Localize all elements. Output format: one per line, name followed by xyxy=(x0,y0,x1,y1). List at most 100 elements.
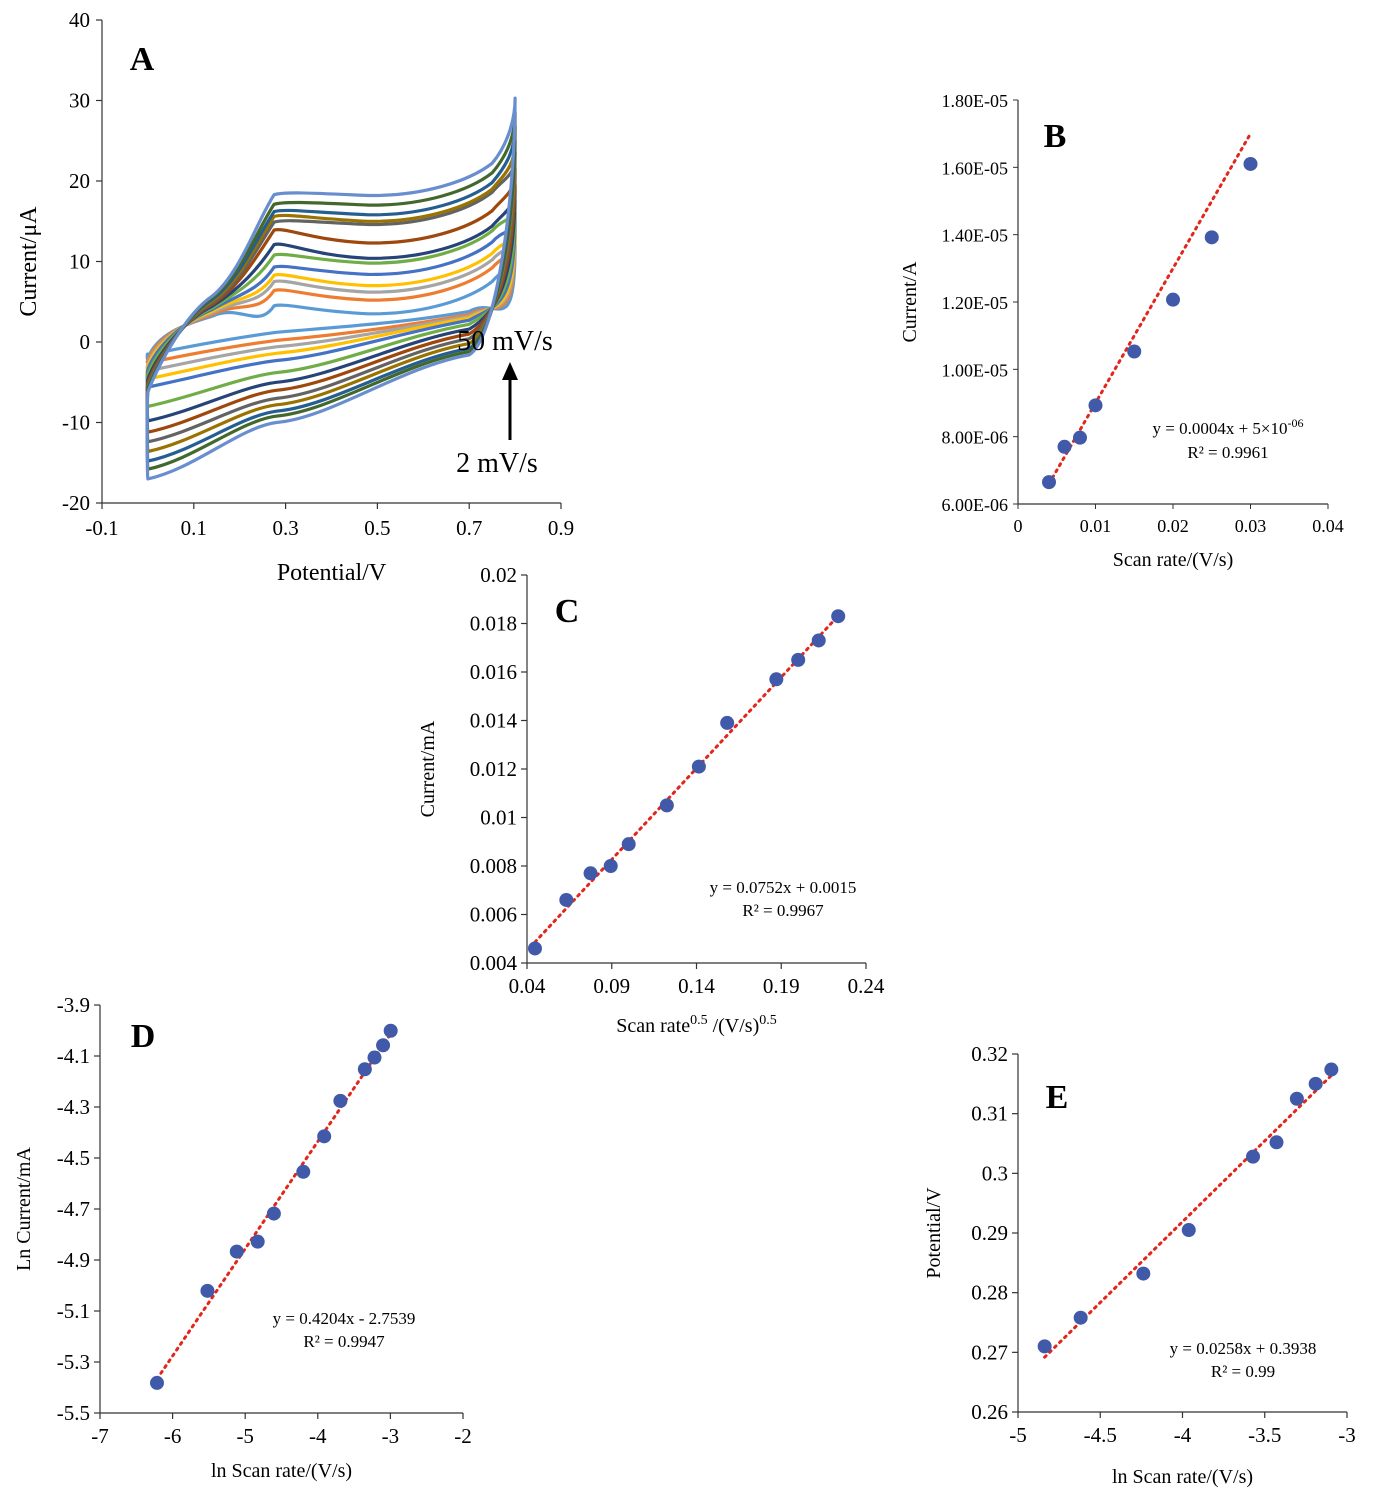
panel-D-x-tick-label: -4 xyxy=(309,1424,327,1448)
panel-A-y-tick-label: 40 xyxy=(69,8,90,32)
panel-C-r-squared: R² = 0.9967 xyxy=(742,901,824,920)
panel-C-data-point xyxy=(831,609,846,624)
panel-C-y-tick-label: 0.02 xyxy=(480,563,517,587)
panel-C-x-tick-label: 0.24 xyxy=(848,974,885,998)
panel-D-y-tick-label: -5.1 xyxy=(57,1299,90,1323)
panel-D-y-tick-label: -5.3 xyxy=(57,1350,90,1374)
panel-C-y-axis-title: Current/mA xyxy=(417,720,439,817)
panel-A-annotation-high: 50 mV/s xyxy=(457,326,553,357)
panel-C-data-point xyxy=(720,715,735,730)
panel-B-x-tick-label: 0.04 xyxy=(1312,516,1344,536)
panel-D-y-tick-label: -5.5 xyxy=(57,1401,90,1425)
panel-E-label: E xyxy=(1046,1079,1069,1116)
panel-A-y-tick-label: 10 xyxy=(69,250,90,274)
panel-A-y-tick-label: 0 xyxy=(80,330,91,354)
panel-E-y-tick-label: 0.28 xyxy=(971,1281,1008,1305)
x-title-superscript: 0.5 xyxy=(759,1013,777,1028)
panel-E-y-tick-label: 0.32 xyxy=(971,1042,1008,1066)
panel-B-x-tick-label: 0.03 xyxy=(1235,516,1267,536)
panel-D-data-point xyxy=(296,1164,311,1179)
panel-E-data-point xyxy=(1324,1062,1339,1077)
panel-C-x-axis-title: Scan rate0.5 /(V/s)0.5 xyxy=(616,1013,777,1037)
panel-C-data-point xyxy=(769,672,784,687)
panel-D-y-tick-label: -4.3 xyxy=(57,1095,90,1119)
panel-E-data-point xyxy=(1308,1076,1323,1091)
panel-D-x-tick-label: -3 xyxy=(382,1424,400,1448)
panel-A-cv-curve xyxy=(145,124,517,463)
panel-E-data-point xyxy=(1289,1091,1304,1106)
panel-A-y-tick-label: -10 xyxy=(62,411,90,435)
panel-B-y-tick-label: 1.00E-05 xyxy=(942,360,1009,380)
panel-B-data-point xyxy=(1204,230,1219,245)
panel-D-y-tick-label: -4.9 xyxy=(57,1248,90,1272)
panel-B-data-point xyxy=(1073,430,1087,445)
panel-D-x-tick-label: -6 xyxy=(164,1424,182,1448)
panel-D-y-tick-label: -4.7 xyxy=(57,1197,90,1221)
x-title-part: /(V/s) xyxy=(708,1015,760,1037)
panel-D-trendline xyxy=(155,1032,393,1381)
panel-D-data-point xyxy=(200,1283,215,1298)
panel-A-arrow-head-icon xyxy=(502,362,518,380)
panel-D-data-point xyxy=(367,1050,382,1065)
panel-B-r-squared: R² = 0.9961 xyxy=(1187,443,1268,462)
panel-C-y-tick-label: 0.006 xyxy=(470,903,517,927)
panel-E-y-axis-title: Potential/V xyxy=(923,1187,945,1279)
panel-D-y-tick-label: -4.1 xyxy=(57,1044,90,1068)
panel-E-x-tick-label: -5 xyxy=(1009,1423,1027,1447)
panel-C-trendline xyxy=(533,614,840,944)
panel-A-x-tick-label: 0.3 xyxy=(272,516,298,540)
panel-B-data-point xyxy=(1127,344,1142,359)
panel-C-data-point xyxy=(583,866,598,881)
panel-E-equation: y = 0.0258x + 0.3938 xyxy=(1170,1339,1317,1358)
panel-D-label: D xyxy=(131,1018,156,1055)
panel-C-data-point xyxy=(603,859,618,873)
panel-B-data-point xyxy=(1166,292,1180,307)
panel-A-x-tick-label: 0.5 xyxy=(364,516,390,540)
panel-D-y-tick-label: -3.9 xyxy=(57,993,90,1017)
panel-D-x-tick-label: -7 xyxy=(91,1424,109,1448)
panel-D-data-point xyxy=(250,1234,265,1249)
equation-part: y = 0.0004x + 5×10 xyxy=(1152,419,1287,438)
panel-B-y-tick-label: 1.40E-05 xyxy=(942,226,1009,246)
panel-D-data-point xyxy=(376,1038,391,1053)
panel-C-data-point xyxy=(691,759,706,774)
panel-D-x-axis-title: ln Scan rate/(V/s) xyxy=(211,1460,352,1482)
panel-C-data-point xyxy=(621,837,636,852)
panel-C-y-tick-label: 0.004 xyxy=(470,951,518,975)
panel-C-data-point xyxy=(791,652,806,667)
panel-E-x-tick-label: -3 xyxy=(1338,1423,1356,1447)
panel-E-data-point xyxy=(1136,1266,1151,1281)
panel-B-x-tick-label: 0 xyxy=(1014,516,1023,536)
panel-B-data-point xyxy=(1088,398,1103,413)
panel-B-data-point xyxy=(1057,439,1072,454)
panel-C-x-tick-label: 0.04 xyxy=(509,974,546,998)
panel-C-y-tick-label: 0.014 xyxy=(470,709,518,733)
panel-E-data-point xyxy=(1246,1149,1260,1164)
panel-D-data-point xyxy=(357,1062,372,1077)
panel-D-y-axis-title: Ln Current/mA xyxy=(13,1147,35,1271)
panel-B-y-tick-label: 6.00E-06 xyxy=(942,495,1009,515)
panel-C-equation: y = 0.0752x + 0.0015 xyxy=(710,878,857,897)
panel-C-data-point xyxy=(811,633,826,648)
panel-D-data-point xyxy=(229,1244,244,1259)
panel-C-y-tick-label: 0.01 xyxy=(480,806,517,830)
panel-C-y-tick-label: 0.008 xyxy=(470,854,517,878)
panel-A-y-tick-label: 20 xyxy=(69,169,90,193)
panel-D-y-tick-label: -4.5 xyxy=(57,1146,90,1170)
panel-B-y-tick-label: 1.20E-05 xyxy=(942,293,1009,313)
panel-E-data-point xyxy=(1181,1223,1196,1238)
panel-B-x-axis-title: Scan rate/(V/s) xyxy=(1113,549,1234,571)
panel-A-x-tick-label: -0.1 xyxy=(85,516,118,540)
panel-B-trendline xyxy=(1047,132,1252,486)
panel-C-data-point xyxy=(659,798,674,813)
panel-B-equation: y = 0.0004x + 5×10-06 xyxy=(1152,416,1303,438)
panel-D-equation: y = 0.4204x - 2.7539 xyxy=(273,1309,416,1328)
panel-A-y-tick-label: -20 xyxy=(62,491,90,515)
equation-superscript: -06 xyxy=(1288,416,1304,430)
panel-A-y-axis-title: Current/μA xyxy=(16,206,42,317)
panel-A-annotation-low: 2 mV/s xyxy=(456,448,538,479)
panel-E-trendline xyxy=(1043,1073,1333,1359)
panel-D-data-point xyxy=(149,1375,164,1390)
panel-C-x-tick-label: 0.14 xyxy=(678,974,715,998)
